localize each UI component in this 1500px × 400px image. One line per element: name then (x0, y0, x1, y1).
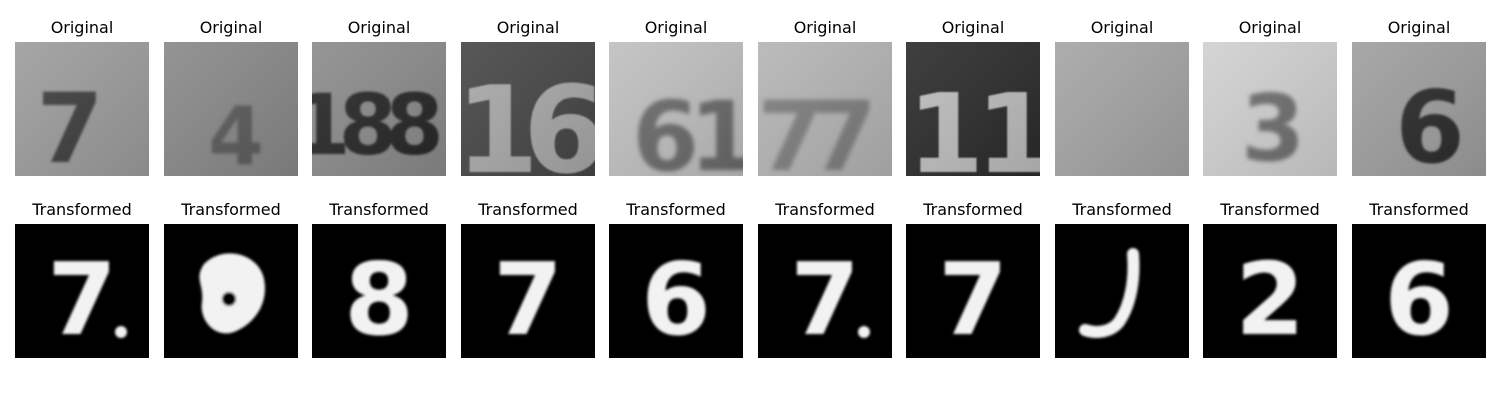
panel: Original 7 (15, 16, 149, 176)
panel-title: Original (199, 18, 263, 37)
panel-title: Transformed (478, 200, 578, 219)
handwritten-digit-image: 6 (609, 224, 743, 358)
handwritten-digit-glyph: 2 (1235, 241, 1305, 358)
handwritten-digit-glyph: 8 (344, 241, 414, 358)
handwritten-digit-image (164, 224, 298, 358)
panel: Original (1055, 16, 1189, 176)
handwritten-digit-image: 7 (15, 224, 149, 358)
panel-title: Transformed (329, 200, 429, 219)
panel-title: Transformed (1220, 200, 1320, 219)
panel: Original 16 (461, 16, 595, 176)
panel: Transformed 7 (461, 198, 595, 358)
panel-title: Original (496, 18, 560, 37)
house-number-image: 6 (1352, 42, 1486, 176)
panel: Original 188 (312, 16, 446, 176)
house-number-image: 4 (164, 42, 298, 176)
handwritten-digit-glyph: 6 (641, 241, 711, 358)
handwritten-digit-image: 7 (461, 224, 595, 358)
panel: Transformed 7 (15, 198, 149, 358)
handwritten-digit-image (1055, 224, 1189, 358)
panel-title: Transformed (1369, 200, 1469, 219)
panel: Original 77 (758, 16, 892, 176)
panel-title: Transformed (181, 200, 281, 219)
panel: Transformed (1055, 198, 1189, 358)
house-number-image: 16 (461, 42, 595, 176)
panel: Transformed 6 (609, 198, 743, 358)
panel: Transformed (164, 198, 298, 358)
house-number-image: 7 (15, 42, 149, 176)
handwritten-digit-glyph: 7 (790, 241, 860, 358)
panel-title: Original (1090, 18, 1154, 37)
house-number-image: 11 (906, 42, 1040, 176)
panel-title: Original (793, 18, 857, 37)
panel: Original 4 (164, 16, 298, 176)
handwritten-digit-image: 7 (906, 224, 1040, 358)
house-number-image: 61 (609, 42, 743, 176)
panel: Original 11 (906, 16, 1040, 176)
panel-title: Original (1238, 18, 1302, 37)
panel-title: Transformed (1072, 200, 1172, 219)
panel-title: Transformed (32, 200, 132, 219)
panel-title: Transformed (626, 200, 726, 219)
handwritten-digit-glyph: 6 (1384, 241, 1454, 358)
panel-title: Original (50, 18, 114, 37)
panel-title: Transformed (775, 200, 875, 219)
panel-title: Original (347, 18, 411, 37)
handwritten-digit-glyph: 7 (47, 241, 117, 358)
handwritten-digit-glyph: 7 (493, 241, 563, 358)
transformed-row: Transformed 7 Transformed Transformed 8 Trans… (0, 198, 1500, 358)
handwritten-digit-glyph: 7 (938, 241, 1008, 358)
house-number-image: 77 (758, 42, 892, 176)
house-number-image: 3 (1203, 42, 1337, 176)
house-number-image (1055, 42, 1189, 176)
panel-title: Original (644, 18, 708, 37)
panel: Transformed 2 (1203, 198, 1337, 358)
house-number-image: 188 (312, 42, 446, 176)
panel-title: Original (941, 18, 1005, 37)
handwritten-digit-image: 8 (312, 224, 446, 358)
panel: Original 6 (1352, 16, 1486, 176)
panel-title: Original (1387, 18, 1451, 37)
handwritten-digit-image: 6 (1352, 224, 1486, 358)
panel: Original 3 (1203, 16, 1337, 176)
panel: Transformed 8 (312, 198, 446, 358)
panel-title: Transformed (923, 200, 1023, 219)
handwritten-digit-image: 2 (1203, 224, 1337, 358)
panel: Original 61 (609, 16, 743, 176)
panel: Transformed 7 (906, 198, 1040, 358)
handwritten-digit-image: 7 (758, 224, 892, 358)
panel: Transformed 6 (1352, 198, 1486, 358)
panel: Transformed 7 (758, 198, 892, 358)
original-row: Original7Original4Original188Original16O… (0, 16, 1500, 176)
